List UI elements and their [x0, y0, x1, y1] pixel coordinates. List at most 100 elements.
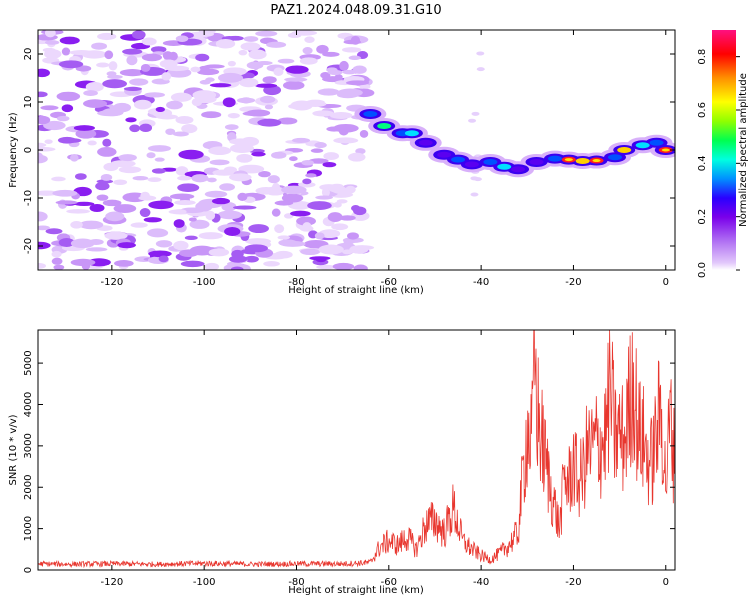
noise-speckle	[177, 175, 192, 181]
noise-speckle	[208, 146, 232, 156]
noise-speckle	[113, 204, 137, 213]
noise-speckle	[38, 147, 56, 152]
noise-speckle	[129, 78, 149, 86]
noise-speckle	[122, 48, 143, 55]
noise-speckle	[200, 200, 215, 205]
track-peak	[497, 163, 512, 170]
noise-speckle	[271, 151, 287, 159]
noise-speckle	[259, 95, 276, 104]
noise-speckle	[217, 72, 244, 83]
y-tick-label: 1000	[23, 516, 34, 541]
noise-speckle	[130, 222, 148, 228]
noise-speckle	[177, 183, 200, 192]
x-tick-label: -60	[381, 277, 397, 288]
noise-speckle	[237, 192, 248, 201]
noise-speckle	[322, 161, 337, 168]
noise-speckle	[282, 80, 305, 90]
y-tick-label: 0	[23, 147, 34, 153]
noise-speckle	[476, 51, 485, 56]
noise-speckle	[83, 99, 108, 108]
noise-speckle	[147, 228, 169, 238]
noise-speckle	[342, 69, 357, 75]
noise-speckle	[299, 57, 318, 65]
noise-speckle	[304, 36, 315, 44]
noise-speckle	[347, 232, 359, 240]
noise-speckle	[329, 112, 353, 119]
noise-speckle	[251, 151, 266, 157]
noise-speckle	[215, 39, 236, 49]
spectrogram-x-label: Height of straight line (km)	[288, 285, 424, 296]
noise-speckle	[274, 250, 293, 259]
noise-speckle	[40, 105, 59, 111]
noise-speckle	[224, 124, 239, 130]
noise-speckle	[318, 244, 344, 255]
noise-speckle	[190, 66, 201, 73]
x-tick-label: -20	[565, 577, 581, 588]
noise-speckle	[278, 239, 298, 247]
colorbar-tick-label: 0.0	[697, 262, 708, 278]
noise-speckle	[327, 69, 343, 76]
x-tick-label: -100	[193, 277, 216, 288]
noise-speckle	[141, 53, 163, 62]
noise-speckle	[198, 232, 223, 240]
noise-speckle	[192, 90, 217, 100]
noise-speckle	[217, 210, 242, 220]
noise-speckle	[73, 125, 95, 131]
noise-speckle	[85, 81, 104, 92]
track-peak	[511, 166, 526, 173]
x-tick-label: -120	[101, 577, 124, 588]
noise-speckle	[97, 147, 117, 157]
x-tick-label: -100	[193, 577, 216, 588]
noise-speckle	[296, 216, 316, 226]
noise-speckle	[59, 36, 80, 45]
track-peak-center	[661, 148, 670, 152]
noise-speckle	[102, 79, 128, 89]
noise-speckle	[227, 113, 240, 119]
track-peak	[529, 159, 544, 165]
noise-speckle	[85, 247, 108, 252]
noise-speckle	[201, 111, 222, 119]
snr-x-ticks: -120 -100 -80 -60 -40 -20 0	[101, 330, 669, 588]
noise-speckle	[118, 154, 137, 162]
noise-speckle	[89, 203, 105, 213]
y-tick-label: 5000	[23, 350, 34, 375]
noise-speckle	[206, 177, 217, 183]
track-peak	[464, 161, 479, 168]
noise-speckle	[271, 208, 281, 217]
noise-speckle	[291, 137, 311, 143]
noise-speckle	[61, 104, 74, 113]
noise-speckle	[158, 255, 169, 263]
x-tick-label: -40	[473, 577, 489, 588]
noise-speckle	[248, 49, 267, 60]
noise-speckle	[58, 60, 84, 69]
noise-speckle	[74, 173, 87, 180]
noise-speckle	[238, 49, 248, 56]
x-tick-label: -60	[381, 577, 397, 588]
x-tick-label: -40	[473, 277, 489, 288]
noise-speckle	[289, 210, 311, 217]
noise-speckle	[56, 91, 81, 102]
noise-speckle	[332, 262, 355, 270]
noise-speckle	[307, 201, 332, 210]
x-tick-label: -80	[288, 277, 304, 288]
noise-speckle	[150, 46, 167, 53]
noise-speckle	[96, 62, 110, 68]
noise-speckle	[221, 202, 237, 212]
noise-speckle	[285, 65, 309, 74]
noise-speckle	[236, 97, 256, 104]
noise-speckle	[267, 175, 280, 184]
noise-speckle	[129, 124, 141, 133]
colorbar-scale	[712, 30, 736, 270]
noise-speckle	[173, 219, 185, 228]
noise-speckle	[162, 51, 173, 60]
noise-speckle	[161, 72, 172, 81]
noise-speckle	[476, 67, 485, 72]
noise-speckle	[314, 232, 325, 240]
noise-speckle	[66, 209, 90, 214]
noise-speckle	[470, 192, 479, 197]
noise-speckle	[304, 101, 327, 108]
noise-speckle	[189, 245, 215, 256]
y-tick-label: 20	[23, 48, 34, 61]
noise-speckle	[38, 190, 59, 196]
